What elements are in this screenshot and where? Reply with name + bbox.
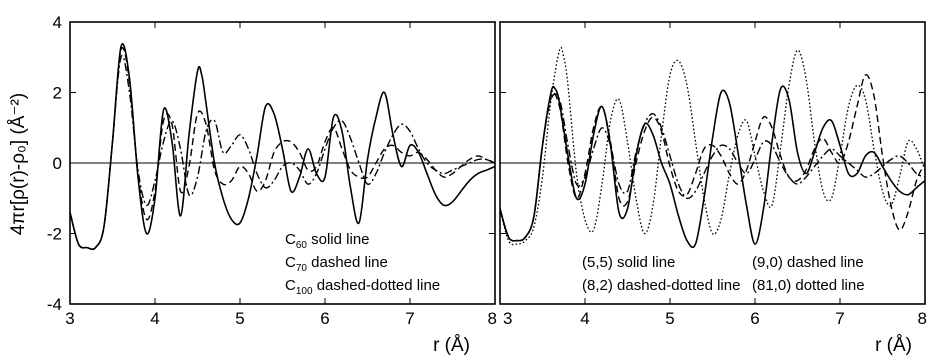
x-tick-label: 7	[405, 309, 414, 328]
left-x-axis-title: r (Å)	[433, 335, 470, 356]
series-line-solid	[499, 85, 926, 249]
right-panel: 3 4 5 6 7 8 (5,5) solid line (9,0) dashed lin…	[499, 21, 927, 356]
y-tick-label: 2	[53, 84, 62, 103]
x-tick-label: 6	[320, 309, 329, 328]
legend-8-2: (8,2) dashed-dotted line	[582, 277, 740, 294]
legend-c100: C100 dashed-dotted line	[285, 277, 440, 297]
series-line-solid	[69, 43, 496, 251]
right-ticks: 3 4 5 6 7 8	[499, 21, 927, 328]
left-panel: 3 4 5 6 7 8 -4 -2 0 2 4 C60 solid line C70 dashed …	[47, 13, 497, 356]
legend-c60: C60 solid line	[285, 231, 370, 251]
right-x-axis-title: r (Å)	[875, 335, 912, 356]
y-tick-label: 0	[53, 154, 62, 173]
series-line-dashdot	[499, 93, 926, 242]
x-tick-label: 8	[488, 309, 497, 328]
left-legend: C60 solid line C70 dashed line C100 dash…	[285, 231, 440, 297]
y-axis-title: 4πr[ρ(r)-ρ₀] (Å⁻²)	[8, 93, 29, 235]
legend-81-0: (81,0) dotted line	[752, 277, 865, 294]
x-tick-label: 5	[665, 309, 674, 328]
legend-9-0: (9,0) dashed line	[752, 254, 864, 271]
x-tick-label: 4	[150, 309, 159, 328]
x-tick-label: 6	[750, 309, 759, 328]
x-tick-label: 3	[503, 309, 512, 328]
series-line-dashdot	[69, 54, 496, 250]
x-tick-label: 8	[918, 309, 927, 328]
x-tick-label: 4	[580, 309, 589, 328]
right-series-group	[499, 46, 926, 249]
series-line-dashed	[499, 74, 926, 242]
y-tick-label: 4	[53, 13, 62, 32]
y-tick-label: -4	[47, 295, 62, 314]
x-tick-label: 5	[235, 309, 244, 328]
right-legend: (5,5) solid line (9,0) dashed line (8,2)…	[582, 254, 865, 294]
legend-5-5: (5,5) solid line	[582, 254, 675, 271]
y-tick-label: -2	[47, 225, 62, 244]
legend-c70: C70 dashed line	[285, 254, 388, 274]
left-ticks: 3 4 5 6 7 8 -4 -2 0 2 4	[47, 13, 497, 328]
x-tick-label: 3	[65, 309, 74, 328]
series-line-dotted	[499, 46, 926, 246]
x-tick-label: 7	[835, 309, 844, 328]
left-series-group	[69, 43, 496, 251]
